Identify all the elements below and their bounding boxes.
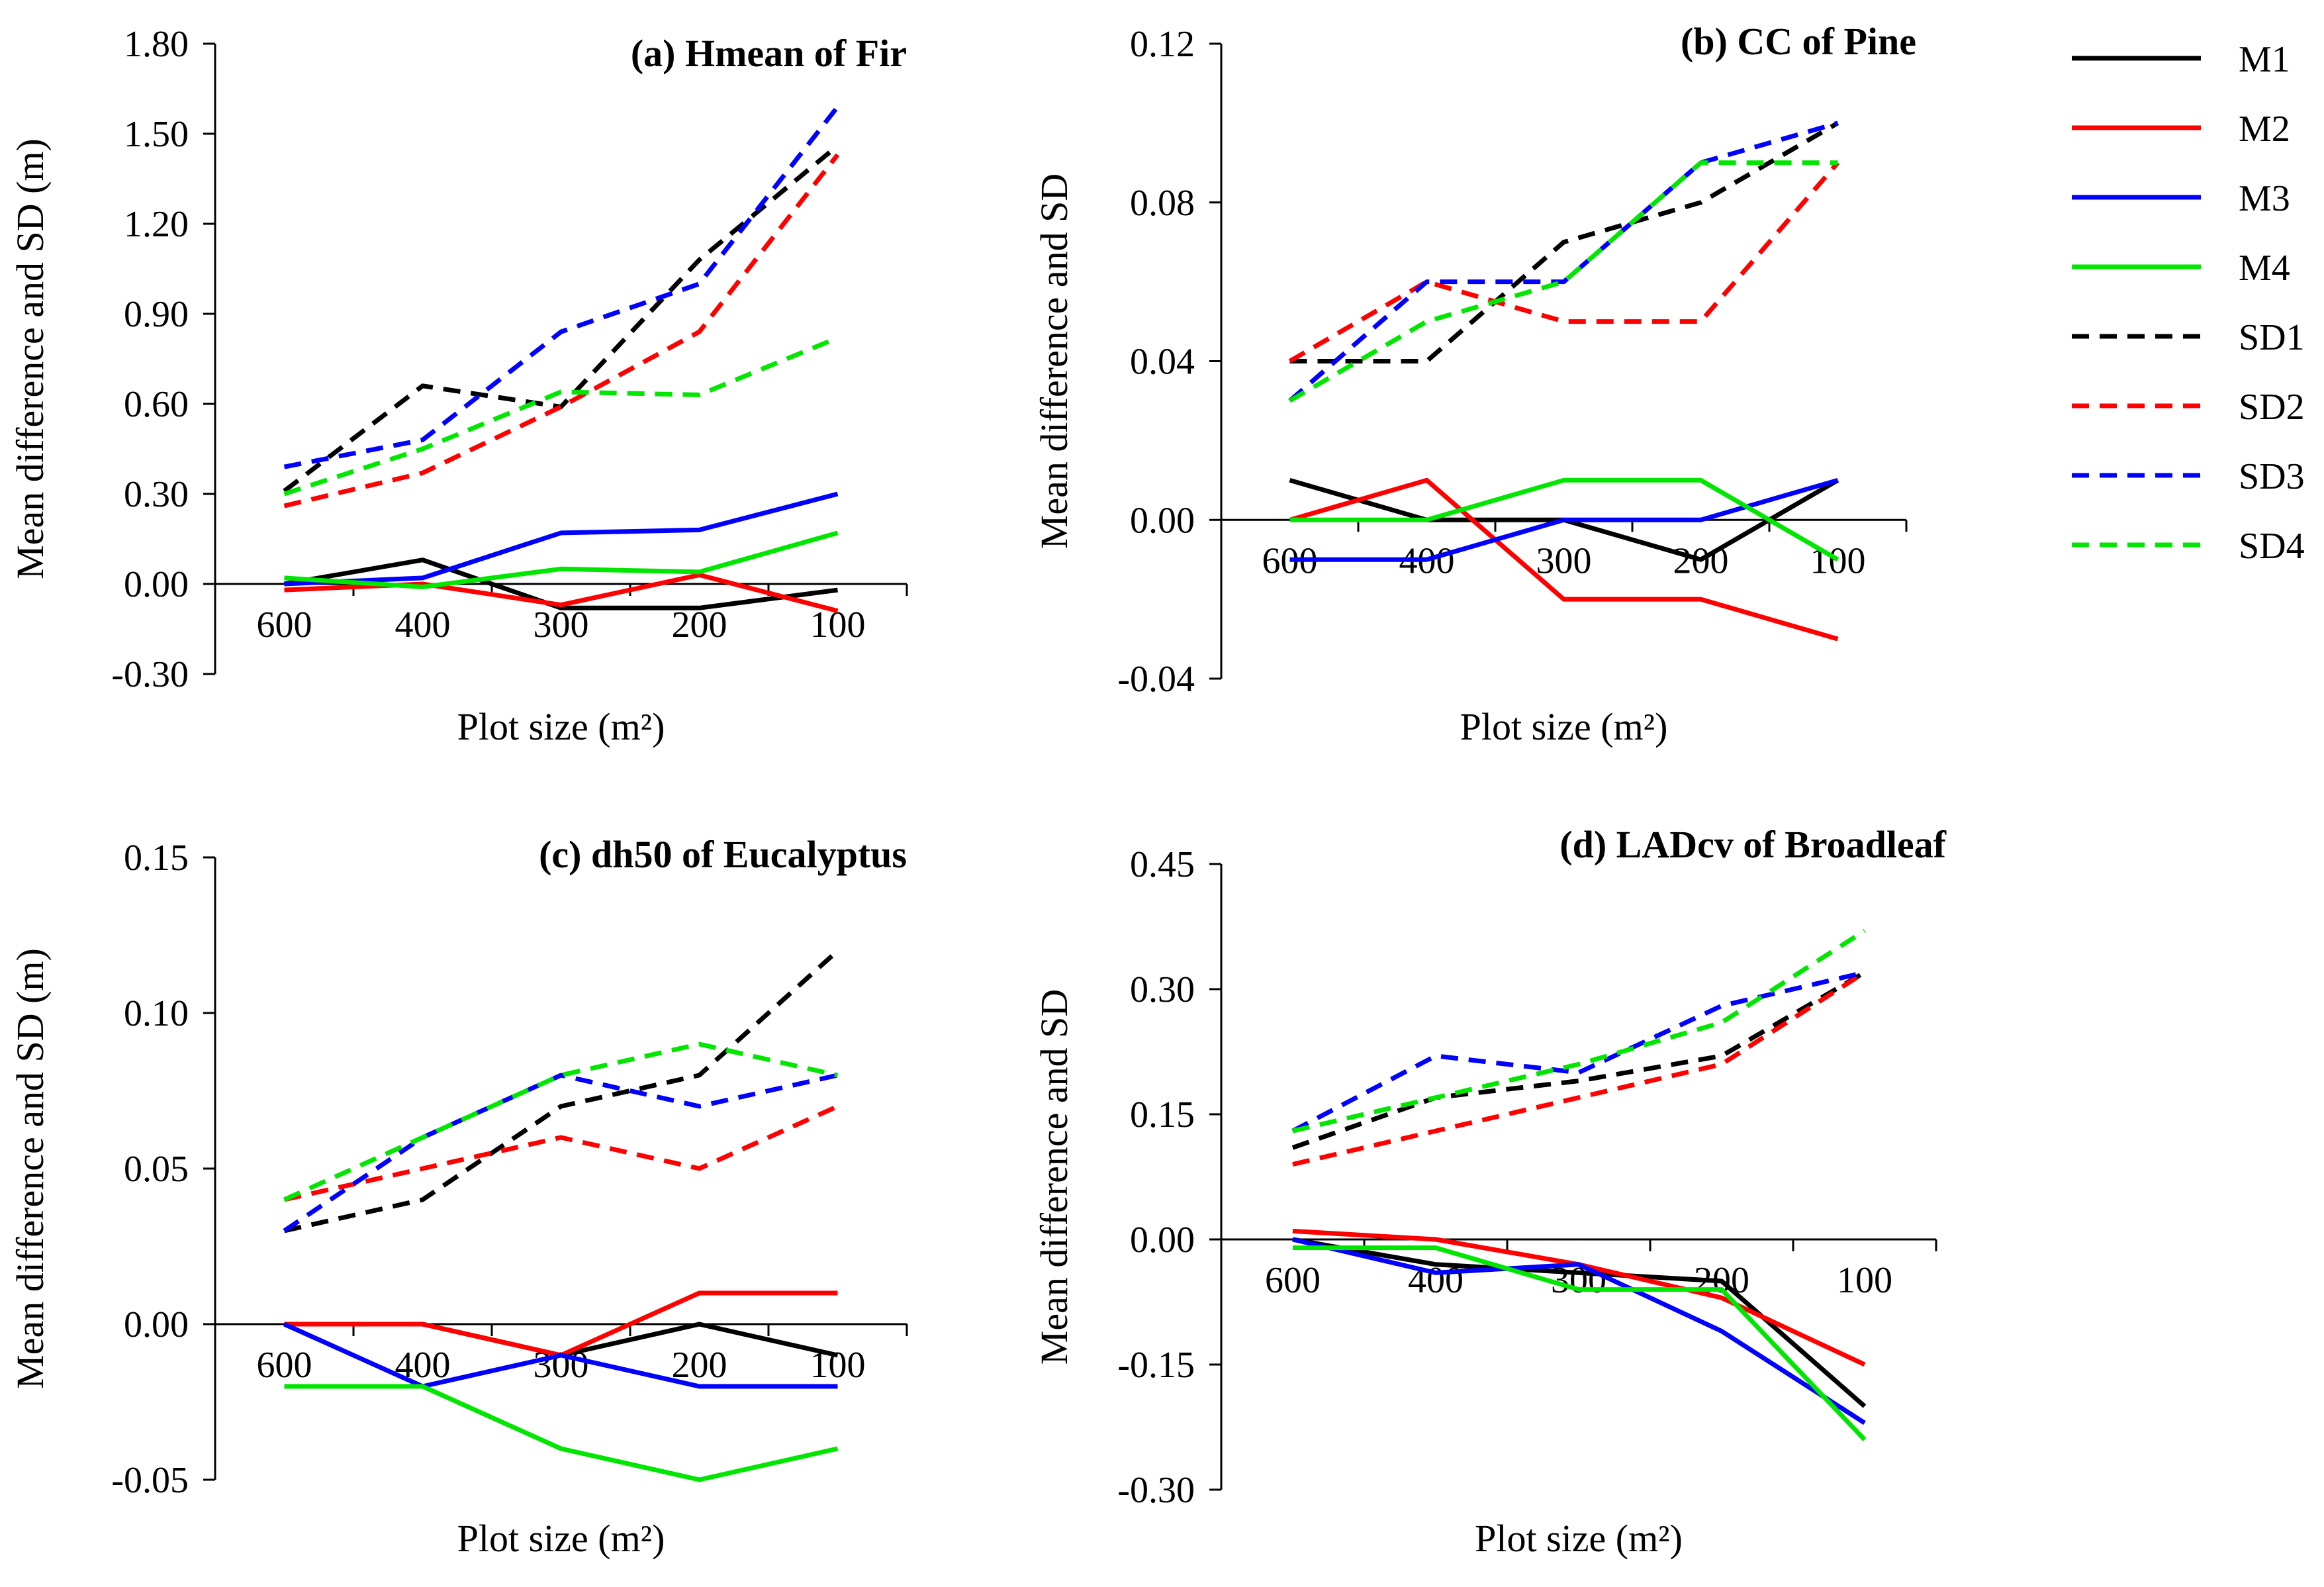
y-tick-label: 0.00 (1130, 1220, 1195, 1261)
y-tick-label: 0.90 (124, 294, 189, 335)
y-tick-label: 0.15 (124, 838, 189, 879)
y-tick-label: 1.20 (124, 204, 189, 245)
legend-label: M2 (2239, 109, 2290, 150)
y-tick-label: 0.30 (124, 474, 189, 515)
series-line-m2 (1289, 477, 1839, 642)
y-tick-label: 0.45 (1130, 844, 1195, 885)
series-line-sd3 (283, 105, 840, 469)
y-tick-label: -0.30 (1117, 1470, 1195, 1511)
x-tick-label: 600 (1265, 1260, 1321, 1301)
legend-label: M3 (2239, 178, 2290, 219)
legend-item-m1: M1 (2072, 39, 2290, 80)
legend-label: SD4 (2239, 526, 2305, 567)
y-tick-label: 0.10 (124, 993, 189, 1034)
series-line-sd3 (283, 1073, 839, 1233)
x-tick-label: 400 (395, 604, 451, 646)
legend-label: SD1 (2239, 317, 2305, 358)
x-tick-label: 100 (810, 604, 866, 646)
series-line-sd3 (1288, 120, 1839, 403)
legend-item-sd1: SD1 (2072, 317, 2305, 358)
y-tick-label: -0.05 (111, 1460, 189, 1501)
x-axis-label: Plot size (m²) (1460, 705, 1668, 748)
y-tick-label: 0.30 (1130, 969, 1195, 1010)
x-tick-label: 100 (1837, 1260, 1892, 1301)
series-line-sd2 (283, 1104, 839, 1202)
y-tick-label: -0.04 (1117, 659, 1195, 700)
series-line-m3 (284, 491, 839, 587)
y-tick-label: 0.60 (124, 384, 189, 425)
chart-panel: 1.80 1.50 1.20 0.90 0.60 0.30 0.00 -0.30 600 400 3… (9, 24, 908, 748)
x-tick-label: 200 (672, 1345, 727, 1386)
x-tick-label: 600 (257, 604, 312, 646)
y-tick-label: 0.00 (1130, 500, 1195, 541)
x-tick-label: 300 (534, 604, 589, 646)
x-tick-label: 300 (1536, 540, 1592, 581)
series-line-m3 (1292, 1237, 1866, 1425)
y-tick-label: 1.50 (124, 114, 189, 155)
y-tick-label: 0.15 (1130, 1094, 1195, 1135)
series-line-sd1 (1289, 120, 1839, 363)
panel-title: (d) LADcv of Broadleaf (1559, 823, 1946, 866)
series-line-sd2 (283, 153, 840, 508)
series-line-m4 (1293, 1245, 1867, 1441)
series-line-m1 (1292, 1237, 1867, 1408)
series-line-sd1 (1291, 970, 1866, 1150)
y-tick-label: 0.05 (124, 1149, 189, 1190)
legend-item-sd4: SD4 (2072, 526, 2305, 567)
y-tick-label: 0.12 (1130, 24, 1195, 65)
x-axis-label: Plot size (m²) (457, 1517, 665, 1560)
legend-item-sd3: SD3 (2072, 456, 2305, 497)
y-tick-label: 0.08 (1130, 183, 1195, 224)
series-line-sd4 (1292, 928, 1866, 1133)
series-line-sd2 (1292, 970, 1866, 1167)
legend-label: M4 (2239, 248, 2290, 289)
y-tick-label: 1.80 (124, 24, 189, 65)
y-tick-label: 0.00 (124, 564, 189, 605)
legend-label: M1 (2239, 39, 2290, 80)
legend: M1 M2 M3 M4 SD1 SD2 SD3 SD4 (2072, 39, 2305, 567)
x-tick-label: 600 (257, 1345, 312, 1386)
series-line-sd2 (1288, 161, 1840, 363)
y-tick-label: 0.04 (1130, 342, 1195, 383)
y-axis-label: Mean difference and SD (1033, 173, 1076, 549)
legend-label: SD2 (2239, 387, 2305, 428)
series-line-sd3 (1291, 970, 1865, 1133)
legend-item-m2: M2 (2072, 109, 2290, 150)
series-line-m4 (284, 530, 839, 589)
y-axis-label: Mean difference and SD (m) (9, 948, 52, 1389)
series-line-m3 (283, 1322, 838, 1389)
legend-item-m3: M3 (2072, 178, 2290, 219)
y-axis-label: Mean difference and SD (m) (9, 138, 52, 579)
legend-label: SD3 (2239, 456, 2305, 497)
series-line-m4 (1289, 477, 1839, 562)
x-axis-label: Plot size (m²) (1475, 1517, 1683, 1560)
legend-item-sd2: SD2 (2072, 387, 2305, 428)
legend-item-m4: M4 (2072, 248, 2290, 289)
y-tick-label: -0.15 (1117, 1345, 1195, 1386)
series-line-sd1 (283, 144, 839, 493)
chart-panels: 1.80 1.50 1.20 0.90 0.60 0.30 0.00 -0.30 600 400 3… (9, 20, 1947, 1560)
x-axis-label: Plot size (m²) (457, 705, 665, 748)
y-axis-label: Mean difference and SD (1033, 989, 1076, 1365)
panel-title: (b) CC of Pine (1681, 20, 1916, 63)
y-tick-label: -0.30 (111, 654, 189, 695)
x-tick-label: 200 (672, 604, 727, 646)
series-line-m4 (284, 1384, 839, 1482)
y-tick-label: 0.00 (124, 1304, 189, 1345)
series-line-m1 (283, 557, 838, 610)
panel-title: (a) Hmean of Fir (631, 32, 907, 75)
series-line-sd1 (283, 949, 839, 1233)
series-line-sd4 (283, 336, 839, 497)
panel-title: (c) dh50 of Eucalyptus (539, 833, 907, 876)
